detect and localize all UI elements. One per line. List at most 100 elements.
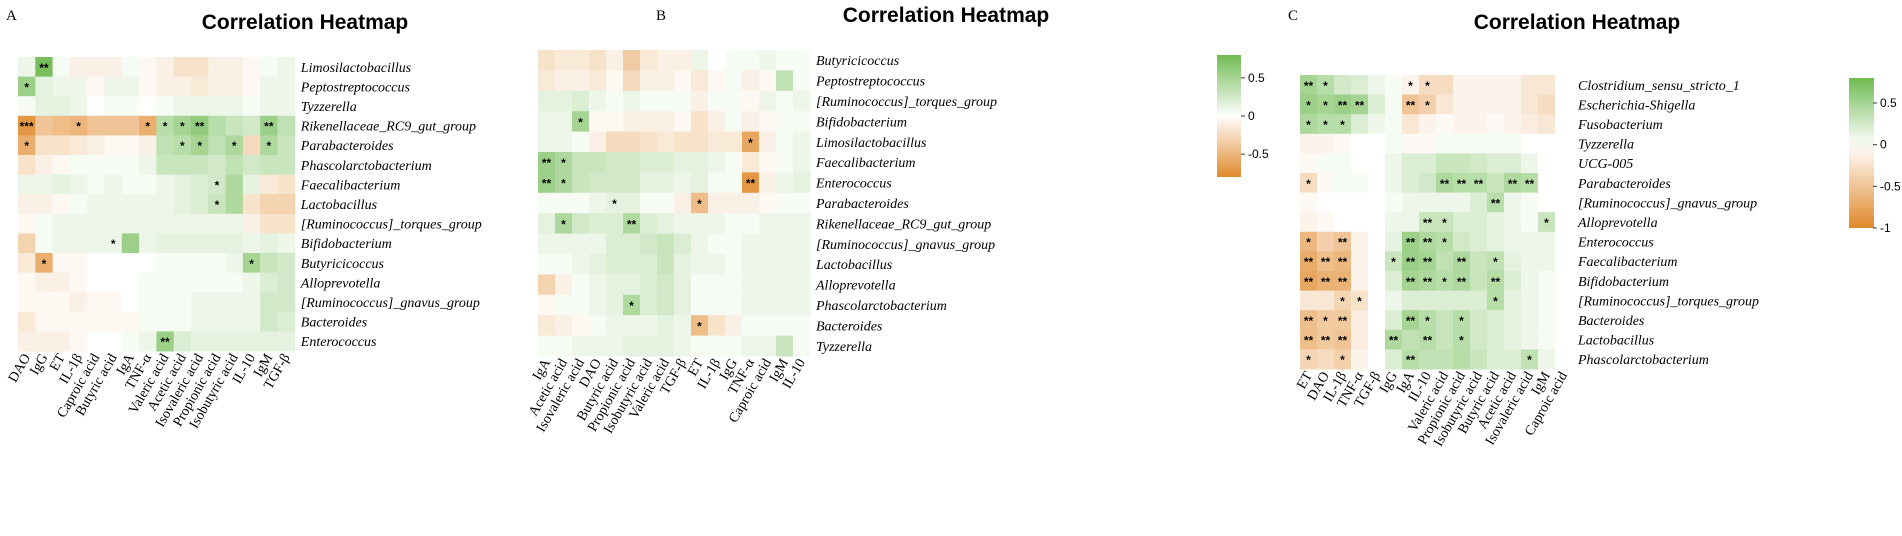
heatmap-cell bbox=[742, 131, 760, 153]
heatmap-cell bbox=[1504, 329, 1522, 350]
heatmap-cell bbox=[691, 50, 709, 71]
panel-b: B Correlation Heatmap **** *** * *** ** **** … bbox=[526, 4, 1269, 436]
heatmap-cell bbox=[1487, 114, 1505, 135]
heatmap-cell bbox=[69, 253, 88, 274]
heatmap-cell bbox=[1504, 133, 1522, 154]
heatmap-cell bbox=[1334, 192, 1352, 213]
heatmap-cell bbox=[121, 331, 140, 352]
heatmap-cell bbox=[87, 311, 105, 332]
heatmap-cell bbox=[225, 76, 244, 97]
heatmap-cell bbox=[1300, 114, 1318, 135]
heatmap-cell bbox=[69, 272, 88, 293]
heatmap-cell bbox=[1521, 94, 1539, 115]
heatmap-cell bbox=[104, 135, 123, 156]
heatmap-cell bbox=[1402, 329, 1420, 350]
heatmap-cell bbox=[277, 174, 296, 195]
heatmap-cell bbox=[208, 57, 227, 78]
heatmap-cell bbox=[623, 335, 641, 357]
heatmap-cell bbox=[1351, 212, 1369, 233]
heatmap-cell bbox=[708, 70, 726, 92]
significance-marker: ** bbox=[1406, 98, 1416, 112]
heatmap-cell bbox=[691, 172, 709, 194]
row-label: Bacteroides bbox=[301, 316, 368, 331]
heatmap-cell bbox=[208, 272, 227, 293]
heatmap-cell bbox=[1317, 192, 1335, 213]
heatmap-cell bbox=[18, 311, 36, 332]
heatmap-cell bbox=[708, 152, 726, 173]
heatmap-cell bbox=[87, 135, 105, 156]
heatmap-cell bbox=[156, 311, 175, 332]
heatmap-cell bbox=[606, 213, 624, 235]
heatmap-cell bbox=[1300, 349, 1318, 370]
heatmap-cell bbox=[1521, 251, 1539, 272]
heatmap-cell bbox=[572, 192, 590, 214]
heatmap-cell bbox=[1402, 133, 1420, 154]
row-label: Clostridium_sensu_stricto_1 bbox=[1578, 79, 1740, 94]
heatmap-cell bbox=[759, 131, 777, 153]
heatmap-cell bbox=[1538, 75, 1556, 96]
heatmap-cell bbox=[69, 115, 88, 136]
heatmap-cell bbox=[156, 213, 175, 234]
heatmap-cell bbox=[538, 50, 556, 71]
heatmap-cell bbox=[18, 115, 36, 136]
row-label: Bacteroides bbox=[816, 319, 883, 334]
heatmap-cell bbox=[759, 152, 777, 173]
heatmap-cell bbox=[1538, 271, 1556, 292]
heatmap-cell bbox=[708, 213, 726, 235]
heatmap-cell bbox=[1436, 153, 1454, 174]
heatmap-cell bbox=[104, 233, 123, 254]
heatmap-cell bbox=[776, 335, 794, 357]
heatmap-cell bbox=[538, 294, 556, 316]
panel-a-label: A bbox=[6, 8, 17, 24]
significance-marker: * bbox=[1442, 236, 1447, 250]
heatmap-cell bbox=[52, 135, 71, 156]
significance-marker: * bbox=[197, 139, 202, 153]
heatmap-cell bbox=[708, 254, 726, 275]
heatmap-cell bbox=[674, 315, 692, 337]
heatmap-cell bbox=[1470, 271, 1488, 292]
heatmap-cell bbox=[35, 272, 54, 293]
heatmap-cell bbox=[191, 194, 209, 215]
significance-marker: * bbox=[1425, 314, 1430, 328]
heatmap-cell bbox=[725, 50, 743, 71]
heatmap-cell bbox=[1300, 133, 1318, 154]
heatmap-cell bbox=[759, 294, 777, 316]
heatmap-cell bbox=[173, 194, 192, 215]
heatmap-cell bbox=[1317, 212, 1335, 233]
significance-marker: * bbox=[1442, 216, 1447, 230]
heatmap-cell bbox=[139, 57, 157, 78]
heatmap-cell bbox=[1436, 290, 1454, 311]
heatmap-cell bbox=[1368, 349, 1386, 370]
heatmap-cell bbox=[173, 76, 192, 97]
heatmap-cell bbox=[208, 311, 227, 332]
heatmap-cell bbox=[1334, 114, 1352, 135]
row-label: Limosilactobacillus bbox=[300, 61, 412, 76]
significance-marker: * bbox=[748, 136, 753, 150]
heatmap-cell bbox=[69, 311, 88, 332]
heatmap-cell bbox=[225, 311, 244, 332]
heatmap-cell bbox=[242, 253, 261, 274]
significance-marker: * bbox=[215, 198, 220, 212]
heatmap-cell bbox=[759, 335, 777, 357]
heatmap-cell bbox=[793, 294, 811, 316]
heatmap-cell bbox=[1419, 231, 1437, 252]
heatmap-cell bbox=[1436, 133, 1454, 154]
heatmap-cell bbox=[572, 274, 590, 296]
heatmap-cell bbox=[1317, 251, 1335, 272]
heatmap-cell bbox=[1436, 212, 1454, 233]
heatmap-cell bbox=[538, 213, 556, 235]
heatmap-cell bbox=[623, 90, 641, 112]
heatmap-cell bbox=[52, 272, 71, 293]
heatmap-cell bbox=[35, 194, 54, 215]
colorbar-tick-label: -1 bbox=[1880, 221, 1891, 235]
heatmap-cell bbox=[1487, 271, 1505, 292]
heatmap-cell bbox=[191, 253, 209, 274]
panel-c-colorbar-gradient bbox=[1849, 78, 1874, 228]
heatmap-cell bbox=[52, 213, 71, 234]
heatmap-cell bbox=[1521, 329, 1539, 350]
heatmap-cell bbox=[1351, 349, 1369, 370]
heatmap-cell bbox=[1470, 290, 1488, 311]
heatmap-cell bbox=[1504, 290, 1522, 311]
heatmap-cell bbox=[759, 70, 777, 92]
heatmap-cell bbox=[208, 76, 227, 97]
